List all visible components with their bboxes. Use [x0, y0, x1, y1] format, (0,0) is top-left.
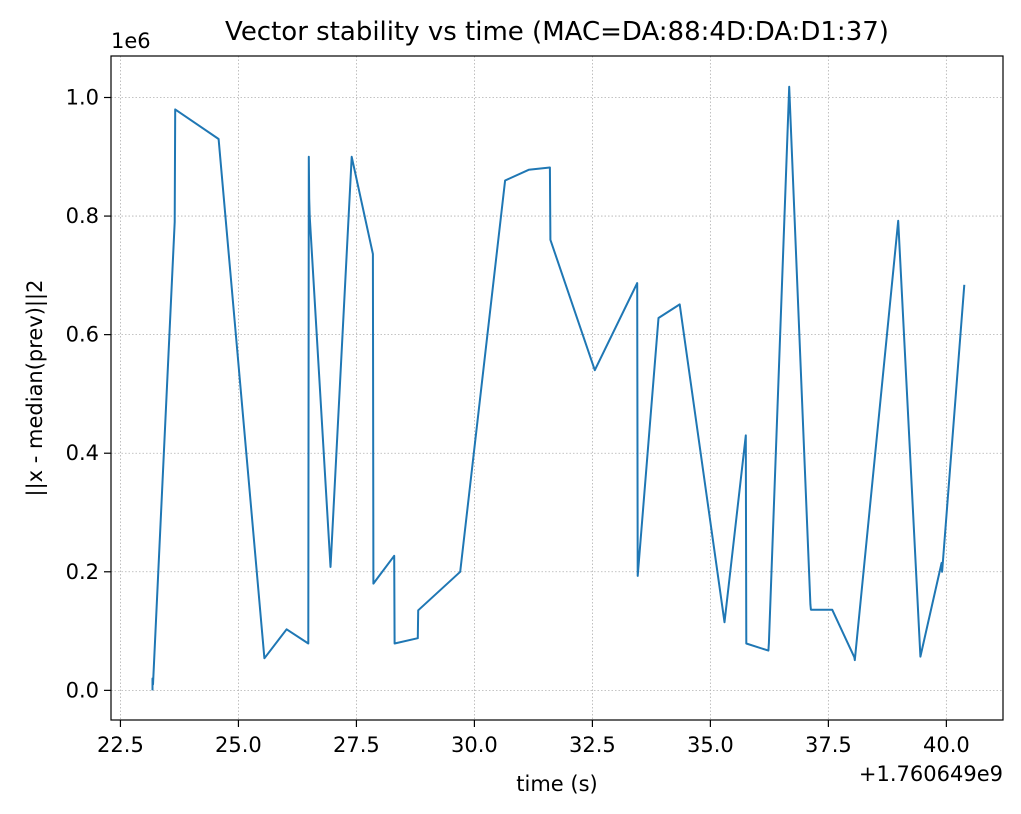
y-scale-label: 1e6: [111, 29, 151, 53]
x-tick-label: 32.5: [569, 733, 616, 757]
y-axis-label: ||x - median(prev)||2: [23, 280, 48, 497]
x-offset-label: +1.760649e9: [859, 762, 1003, 786]
plot-frame: [110, 55, 1004, 721]
x-tick-label: 35.0: [687, 733, 734, 757]
y-tick-label: 0.8: [66, 204, 99, 228]
x-tick-label: 37.5: [805, 733, 852, 757]
x-tick-label: 27.5: [333, 733, 380, 757]
chart-title: Vector stability vs time (MAC=DA:88:4D:D…: [225, 17, 889, 47]
x-tick-label: 22.5: [97, 733, 144, 757]
series-line: [151, 85, 966, 691]
y-tick-label: 0.2: [66, 560, 99, 584]
x-tick-label: 25.0: [215, 733, 262, 757]
x-axis-label: time (s): [516, 772, 597, 796]
x-axis-ticks: 22.5 25.0 27.5 30.0 32.5 35.0 37.5 40.0: [97, 720, 970, 757]
y-tick-label: 0.6: [66, 323, 99, 347]
y-axis-ticks: 0.0 0.2 0.4 0.6 0.8 1.0: [66, 86, 111, 702]
y-tick-label: 1.0: [66, 86, 99, 110]
x-tick-label: 30.0: [451, 733, 498, 757]
x-tick-label: 40.0: [923, 733, 970, 757]
y-tick-label: 0.4: [66, 441, 99, 465]
series-group: [151, 85, 966, 691]
y-tick-label: 0.0: [66, 678, 99, 702]
